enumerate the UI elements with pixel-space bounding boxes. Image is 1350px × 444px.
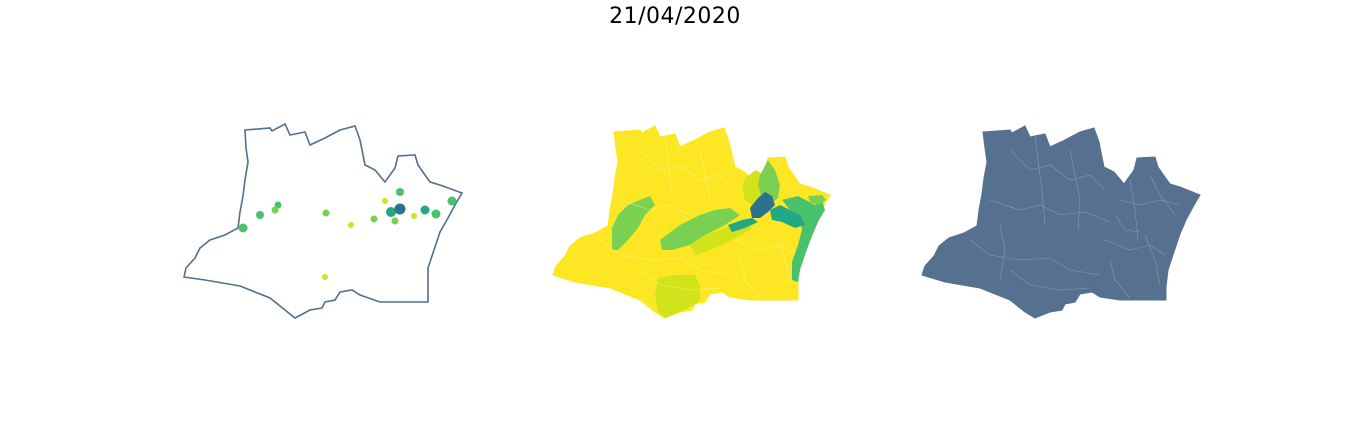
region-fills: [612, 160, 826, 318]
bubble: [382, 198, 388, 204]
region-teal: [728, 218, 758, 232]
region-teal: [770, 205, 805, 228]
case-bubbles: [238, 188, 457, 280]
municipality-borders: [599, 134, 796, 299]
figure-title: 21/04/2020: [609, 4, 741, 29]
bubble: [256, 211, 264, 219]
region-green: [782, 196, 825, 282]
bubble: [420, 205, 430, 215]
region-light-green: [660, 208, 740, 250]
municipality-borders: [969, 134, 1181, 299]
bubble: [238, 223, 248, 233]
region-blue: [750, 192, 775, 218]
bubble: [386, 207, 396, 217]
bubble: [447, 196, 457, 206]
bubble: [322, 274, 328, 280]
bubble: [396, 188, 404, 196]
bubble: [411, 213, 417, 219]
bubble: [431, 209, 441, 219]
region-light-green: [612, 196, 655, 250]
bubble: [348, 222, 354, 228]
state-fill-dark: [921, 125, 1201, 319]
bubble: [394, 203, 406, 215]
state-outline: [183, 122, 464, 319]
bubble: [271, 206, 279, 214]
region-light-green: [808, 195, 826, 205]
bubble: [322, 209, 330, 217]
bubble: [370, 215, 378, 223]
bubble: [391, 217, 399, 225]
